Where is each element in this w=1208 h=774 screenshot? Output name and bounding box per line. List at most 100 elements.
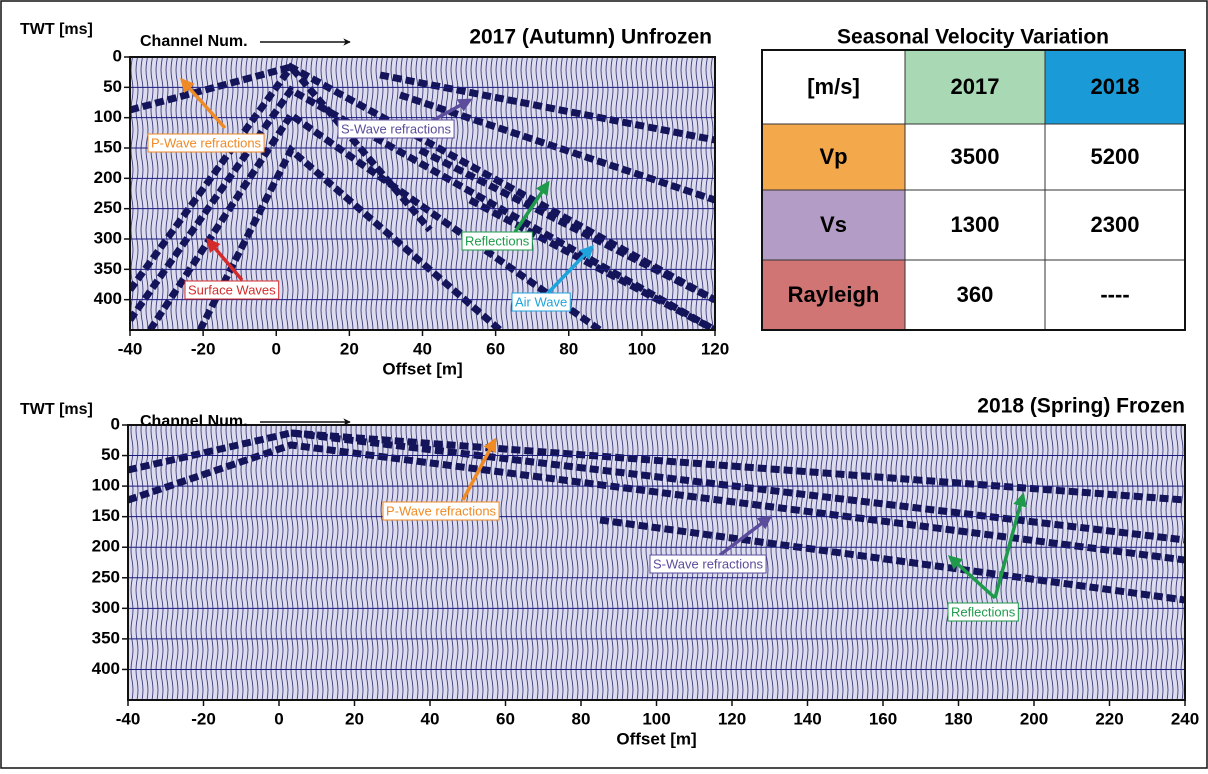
seismic-event [128,441,1185,564]
table-cell-text: 2300 [1091,212,1140,237]
table-cell [761,259,906,331]
table-cell [1044,259,1186,331]
table-cell [1044,189,1186,261]
seismic-event [599,516,1185,604]
x-tick-label: 40 [421,709,440,728]
x-tick-label: 60 [486,339,505,358]
seismic-event [398,91,715,204]
x-tick-label: 0 [274,709,283,728]
x-axis-label: Offset [m] [382,359,462,378]
annotation-arrow [718,515,773,557]
x-tick-label: 40 [413,339,432,358]
annotation-arrow [180,77,227,130]
y-tick-label: 250 [94,198,122,217]
x-tick-label: 120 [718,709,746,728]
annotation-box [382,501,500,521]
plot-border [129,56,716,331]
annotation-box [461,231,533,251]
seismic-event [130,85,715,330]
table-cell-text: Vs [820,212,847,237]
seismic-event [468,196,715,330]
annotation-arrow [993,492,1027,599]
table-cell [904,189,1046,261]
y-tick-label: 150 [94,137,122,156]
seismic-event [128,429,1185,544]
x-tick-label: -40 [118,339,143,358]
annotation-arrow [947,555,997,600]
annotation-box [184,280,280,300]
seismic-event [147,110,602,330]
y-tick-label: 200 [92,537,120,556]
annotation: P-Wave refractions [151,135,262,150]
table-cell-text: 3500 [951,144,1000,169]
annotation: Air Wave [515,294,567,309]
x-tick-label: 240 [1171,709,1199,728]
x-tick-label: 100 [642,709,670,728]
table-cell-text: 2018 [1091,74,1140,99]
x-tick-label: 80 [559,339,578,358]
table-cell-text: 360 [957,282,994,307]
panel-title: 2018 (Spring) Frozen [977,395,1185,418]
y-tick-label: 150 [92,506,120,525]
y-tick-label: 350 [92,628,120,647]
y-tick-label: 350 [94,259,122,278]
x-tick-label: 120 [701,339,729,358]
seismic-event [196,144,503,330]
table-title: Seasonal Velocity Variation [837,26,1109,49]
annotation: S-Wave refractions [341,121,452,136]
annotation-arrow [206,237,244,282]
table-cell-text: Rayleigh [788,282,880,307]
y-tick-label: 0 [111,414,120,433]
annotation-arrow [513,180,550,233]
x-tick-label: 220 [1095,709,1123,728]
x-tick-label: 180 [944,709,972,728]
annotation-box [147,133,265,153]
velocity-table: Seasonal Velocity Variation [m/s] 2017 2018… [761,26,1186,331]
annotation: Surface Waves [188,282,276,297]
x-tick-label: -20 [191,709,216,728]
y-tick-label: 50 [103,77,122,96]
y-tick-label: 100 [92,476,120,495]
table-cell [1044,123,1186,191]
annotation-box [947,602,1019,622]
x-tick-label: 100 [628,339,656,358]
y-axis-label: TWT [ms] [20,401,93,418]
plot-border [127,424,1186,701]
y-tick-label: 200 [94,168,122,187]
x-axis-label: Offset [m] [616,729,696,748]
x-tick-label: 20 [345,709,364,728]
annotation-box [337,119,455,139]
annotation-box [649,554,767,574]
seismic-events [128,429,1185,604]
seismic-event [130,62,715,304]
annotation-arrow [429,98,473,124]
table-cell [904,49,1046,125]
annotation-arrow [546,244,594,295]
table-cell-text: 2017 [951,74,1000,99]
seismic-event [130,63,433,233]
x-tick-label: 80 [572,709,591,728]
x-tick-label: 60 [496,709,515,728]
seismic-event [418,146,715,304]
x-tick-label: 160 [869,709,897,728]
seismic-event [290,429,1185,504]
table-border [761,49,1186,331]
x-tick-label: 140 [793,709,821,728]
x-tick-label: -40 [116,709,141,728]
table-cell-text: [m/s] [807,74,860,99]
seismic-events [130,62,715,330]
y-tick-label: 300 [92,598,120,617]
y-tick-label: 100 [94,107,122,126]
annotation: Reflections [465,233,530,248]
x-tick-label: 200 [1020,709,1048,728]
table-cell-text: Vp [819,144,847,169]
annotation: S-Wave refractions [653,556,764,571]
y-tick-label: 50 [101,445,120,464]
table-cell-text: 5200 [1091,144,1140,169]
y-axis-label: TWT [ms] [20,21,93,38]
channel-label: Channel Num. [140,413,248,430]
annotation: Reflections [951,604,1016,619]
y-tick-label: 300 [94,228,122,247]
